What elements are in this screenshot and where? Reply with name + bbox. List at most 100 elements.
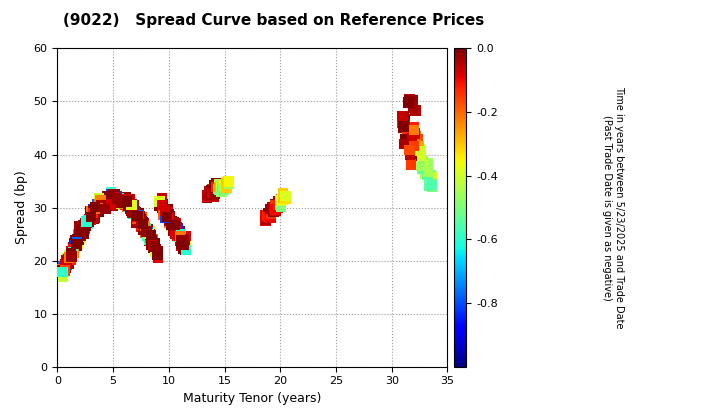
Point: [114, 200, 125, 206]
Point: [270, 207, 282, 214]
Point: [63, 257, 75, 264]
Point: [91, 209, 102, 215]
Point: [277, 194, 289, 201]
Point: [423, 182, 435, 189]
Point: [83, 217, 94, 223]
Point: [135, 218, 147, 225]
Point: [156, 201, 168, 208]
Point: [113, 199, 125, 205]
Point: [143, 237, 155, 244]
Point: [405, 161, 417, 168]
Point: [174, 227, 185, 234]
Point: [161, 214, 173, 221]
Point: [119, 200, 130, 206]
Point: [223, 179, 235, 186]
Point: [75, 231, 86, 238]
Point: [61, 261, 73, 268]
Point: [105, 202, 117, 208]
Point: [91, 208, 103, 215]
Point: [413, 146, 424, 153]
Point: [78, 222, 89, 229]
Point: [93, 208, 104, 215]
Point: [221, 184, 233, 191]
Point: [136, 220, 148, 226]
Point: [140, 226, 151, 233]
Point: [79, 221, 91, 228]
Point: [151, 250, 163, 257]
Point: [151, 249, 163, 256]
Point: [105, 191, 117, 198]
Point: [408, 141, 419, 147]
Point: [91, 207, 102, 214]
Point: [105, 197, 117, 203]
Point: [111, 194, 122, 201]
Point: [148, 245, 159, 252]
Point: [166, 220, 178, 226]
Point: [127, 205, 138, 212]
Point: [96, 200, 107, 206]
Point: [171, 232, 183, 239]
Point: [213, 182, 225, 189]
Point: [270, 202, 282, 209]
Point: [265, 214, 276, 221]
Point: [408, 142, 419, 149]
Point: [156, 203, 167, 210]
Point: [116, 198, 127, 205]
Point: [81, 220, 93, 226]
Point: [114, 200, 126, 206]
Point: [79, 225, 91, 232]
Point: [123, 202, 135, 209]
Point: [73, 233, 85, 239]
Point: [156, 195, 168, 202]
Point: [103, 192, 114, 199]
Point: [121, 198, 132, 205]
Point: [102, 197, 113, 204]
Point: [94, 206, 105, 213]
Point: [89, 214, 101, 221]
Point: [130, 210, 141, 217]
Point: [223, 178, 235, 185]
Point: [124, 205, 135, 212]
Point: [163, 211, 175, 218]
Point: [96, 201, 107, 207]
Point: [424, 174, 436, 181]
Point: [77, 226, 89, 232]
Point: [94, 207, 105, 214]
Point: [160, 214, 171, 221]
Point: [135, 224, 147, 231]
Point: [63, 256, 74, 263]
Point: [107, 202, 119, 209]
Point: [417, 158, 428, 165]
Point: [87, 211, 99, 218]
Point: [154, 198, 166, 205]
Point: [61, 260, 73, 267]
Point: [163, 218, 174, 225]
Point: [71, 242, 83, 249]
Point: [59, 265, 71, 272]
Point: [112, 196, 123, 202]
Point: [426, 181, 437, 188]
Point: [69, 241, 81, 248]
Point: [69, 241, 81, 248]
Point: [60, 260, 71, 267]
Point: [175, 243, 186, 249]
Point: [140, 225, 151, 232]
Point: [98, 197, 109, 204]
Point: [275, 196, 287, 203]
Point: [177, 246, 189, 252]
Point: [404, 98, 415, 105]
Point: [65, 249, 76, 256]
Point: [205, 187, 217, 194]
Point: [117, 199, 129, 205]
Point: [261, 216, 272, 223]
Point: [272, 202, 284, 209]
Point: [81, 218, 93, 225]
Point: [269, 205, 281, 212]
Point: [275, 204, 287, 210]
Point: [160, 207, 171, 214]
Point: [137, 227, 148, 234]
Point: [272, 205, 284, 211]
Point: [63, 254, 75, 261]
Point: [145, 235, 156, 242]
Point: [114, 197, 126, 203]
